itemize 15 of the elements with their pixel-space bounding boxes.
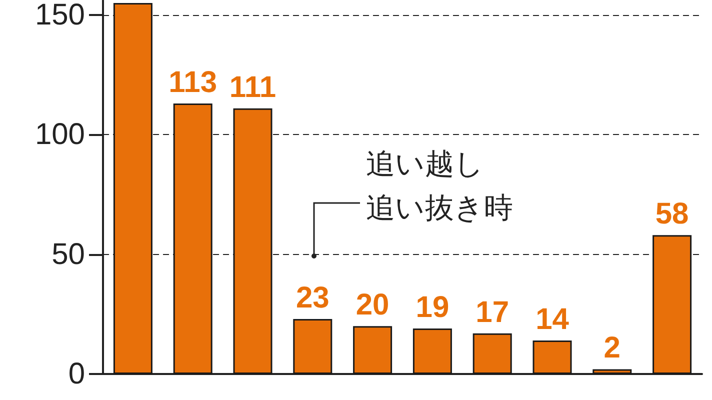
data-label: 19 [416,291,450,324]
data-label: 14 [536,302,570,336]
data-label: 20 [356,288,390,322]
data-label: 111 [229,70,276,104]
data-label: 23 [296,281,330,314]
annotation: 追い抜き時 [366,192,513,224]
y-tick-label: 100 [34,118,85,152]
y-tick-label: 50 [52,238,85,271]
data-label: 58 [655,198,689,231]
y-tick-label: 0 [68,358,85,390]
y-tick-label: 150 [34,0,85,32]
data-label: 113 [168,66,218,100]
data-label: 2 [604,332,620,365]
annotation: 追い越し [366,148,484,180]
data-label: 17 [476,296,510,329]
